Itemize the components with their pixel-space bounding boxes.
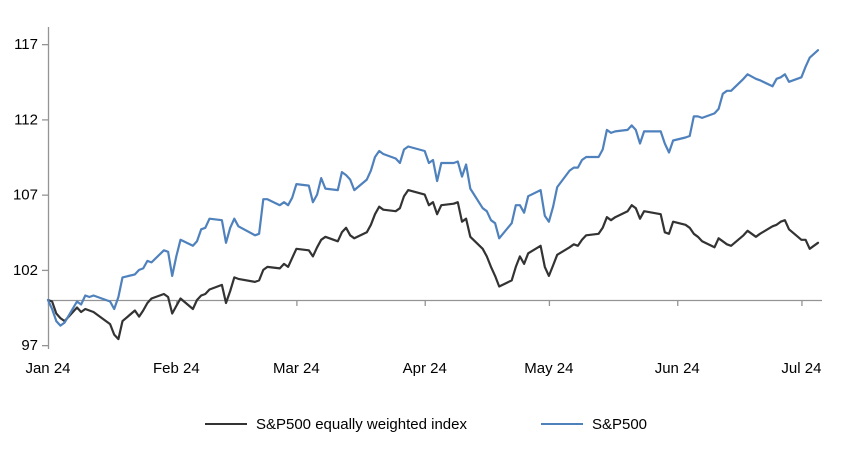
- y-tick-label: 102: [13, 262, 38, 279]
- legend-swatch-equal-weight-icon: [204, 423, 247, 425]
- legend-item-equal-weight: S&P500 equally weighted index: [204, 415, 467, 433]
- x-tick-label: Mar 24: [273, 360, 320, 377]
- x-tick-label: Feb 24: [153, 360, 200, 377]
- chart-legend: S&P500 equally weighted index S&P500: [0, 407, 852, 441]
- y-tick-label: 112: [14, 111, 38, 128]
- x-tick-label: Apr 24: [403, 360, 447, 377]
- legend-item-sp500: S&P500: [540, 415, 648, 433]
- legend-swatch-sp500-icon: [540, 423, 583, 425]
- x-tick-label: Jan 24: [25, 360, 70, 377]
- legend-label-equal-weight: S&P500 equally weighted index: [255, 415, 467, 433]
- x-tick-label: Jun 24: [655, 360, 700, 377]
- x-tick-label: May 24: [524, 360, 573, 377]
- plot-svg: 97 102 107 112 117 Jan 24 Feb 24 Mar 24 Apr 24 Ma…: [13, 27, 822, 377]
- x-tick-label: Jul 24: [781, 360, 821, 377]
- y-tick-label: 107: [13, 187, 38, 204]
- series-line-equal-weight: [46, 189, 820, 341]
- legend-label-sp500: S&P500: [591, 415, 648, 433]
- y-tick-label: 117: [14, 36, 38, 53]
- series-line-sp500: [46, 49, 820, 327]
- line-chart: 97 102 107 112 117 Jan 24 Feb 24 Mar 24 Apr 24 Ma…: [13, 27, 822, 377]
- y-tick-label: 97: [21, 337, 38, 354]
